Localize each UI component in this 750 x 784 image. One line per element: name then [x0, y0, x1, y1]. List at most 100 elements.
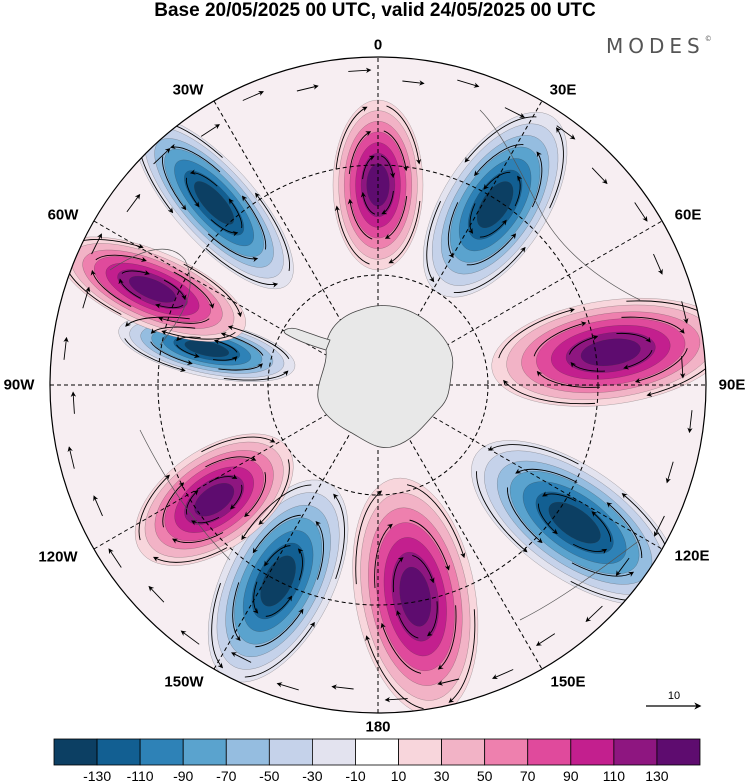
antarctica-landmass — [317, 305, 454, 448]
streamline-arrow — [335, 106, 368, 170]
background-flow-arrow — [331, 684, 354, 690]
background-flow-arrow — [654, 515, 665, 537]
streamline-arrow — [258, 459, 290, 525]
streamline-arrow — [570, 361, 605, 372]
background-flow-arrow — [504, 107, 525, 118]
background-flow-arrow — [653, 253, 663, 275]
circulation-loop — [498, 300, 706, 405]
background-flow-arrow — [296, 84, 319, 92]
streamline-arrow — [297, 548, 304, 581]
streamline-arrow — [201, 436, 276, 453]
streamline-arrow — [392, 557, 404, 593]
streamline-arrow — [95, 254, 147, 262]
anomaly-center — [134, 116, 294, 290]
streamline-arrow — [138, 474, 170, 541]
background-flow-arrow — [679, 356, 686, 379]
streamline-arrow — [536, 370, 600, 388]
streamline-arrow — [568, 335, 599, 355]
streamline-arrow — [621, 316, 685, 334]
streamline-arrow — [205, 247, 279, 288]
streamline-arrow — [365, 635, 424, 710]
background-flow-arrow — [556, 125, 576, 140]
streamline-arrow — [507, 487, 543, 544]
colorbar-tick-label: 10 — [390, 768, 407, 784]
anomaly-center — [423, 112, 568, 298]
colorbar-swatch — [311, 738, 356, 766]
streamline-arrow — [488, 444, 579, 465]
anomaly-center — [471, 440, 678, 606]
streamline-arrow — [176, 344, 200, 359]
streamline-arrow — [542, 491, 577, 502]
colorbar-tick-label: -30 — [302, 768, 323, 784]
colorbar-tick-label: -130 — [83, 768, 112, 784]
colorbar-tick-label: 30 — [433, 768, 450, 784]
streamline-arrow — [591, 511, 612, 542]
coastlines — [109, 109, 641, 621]
streamline-arrow — [334, 205, 370, 265]
background-flow-arrow — [63, 336, 69, 360]
colorbar-tick-label: -10 — [345, 768, 366, 784]
streamline-arrow — [538, 503, 558, 535]
streamline-arrow — [220, 332, 264, 356]
lon-label-150e: 150E — [550, 673, 586, 691]
streamline-arrow — [162, 156, 187, 211]
streamline-arrow — [207, 233, 259, 263]
lon-label-120e: 120E — [674, 547, 710, 565]
streamline-arrow — [227, 325, 290, 360]
background-flow-arrow — [242, 90, 264, 101]
background-flow-arrow — [585, 605, 603, 623]
brand-text: MODES — [606, 34, 705, 58]
streamline-arrow — [646, 346, 706, 397]
streamline-arrow — [549, 127, 564, 209]
streamline-arrow — [409, 519, 450, 571]
meridian-line — [93, 220, 663, 550]
streamline-arrow — [185, 177, 200, 208]
streamline-arrow — [386, 105, 422, 165]
background-flow-arrow — [457, 79, 480, 88]
streamline-arrow — [572, 543, 608, 554]
streamline-arrow — [223, 370, 289, 381]
streamline-arrow — [252, 514, 301, 554]
circulation-loop — [334, 105, 422, 265]
lon-label-90e: 90E — [718, 376, 746, 394]
meridian-line — [213, 100, 543, 670]
modes-logo: MODES© — [606, 34, 712, 58]
background-flow-arrow — [687, 410, 693, 434]
streamline-arrow — [453, 246, 526, 293]
background-flow-arrow — [348, 67, 372, 74]
colorbar-tick-label: -110 — [126, 768, 154, 784]
streamline-arrow — [205, 455, 257, 468]
background-flow-arrow — [180, 630, 200, 645]
anomaly-center — [134, 433, 294, 566]
streamline-arrow — [241, 195, 267, 250]
colorbar-tick-label: -70 — [216, 768, 237, 784]
graticule — [50, 57, 706, 713]
colorbar-swatch — [527, 738, 572, 766]
colorbar-swatch — [355, 738, 399, 766]
background-flow-arrow — [665, 461, 674, 484]
streamline-arrow — [191, 517, 220, 526]
streamline-arrow — [161, 329, 236, 340]
streamline-arrow — [255, 608, 304, 648]
colorbar-swatch — [96, 738, 141, 766]
streamline-arrow — [498, 307, 575, 359]
colorbar-tick-label: -90 — [173, 768, 194, 784]
streamline-arrow — [426, 200, 442, 283]
streamline-arrow — [360, 191, 376, 215]
lon-label-30w: 30W — [172, 81, 204, 99]
background-flow-arrow — [153, 147, 171, 165]
map-title: Base 20/05/2025 00 UTC, valid 24/05/2025… — [154, 0, 596, 21]
streamline-arrow — [213, 356, 238, 362]
streamline-arrow — [483, 171, 511, 190]
streamline-arrow — [616, 332, 651, 343]
anomaly-contour — [194, 181, 235, 225]
colorbar-swatch — [139, 738, 184, 766]
antarctic-peninsula — [283, 327, 331, 351]
colorbar-swatch — [53, 738, 98, 766]
streamline-arrow — [121, 270, 150, 276]
map-boundary — [49, 56, 707, 714]
background-flow-arrow — [70, 391, 77, 414]
circulation-loop — [355, 484, 476, 710]
streamline-arrow — [173, 271, 215, 309]
colorbar-swatch — [268, 738, 313, 766]
